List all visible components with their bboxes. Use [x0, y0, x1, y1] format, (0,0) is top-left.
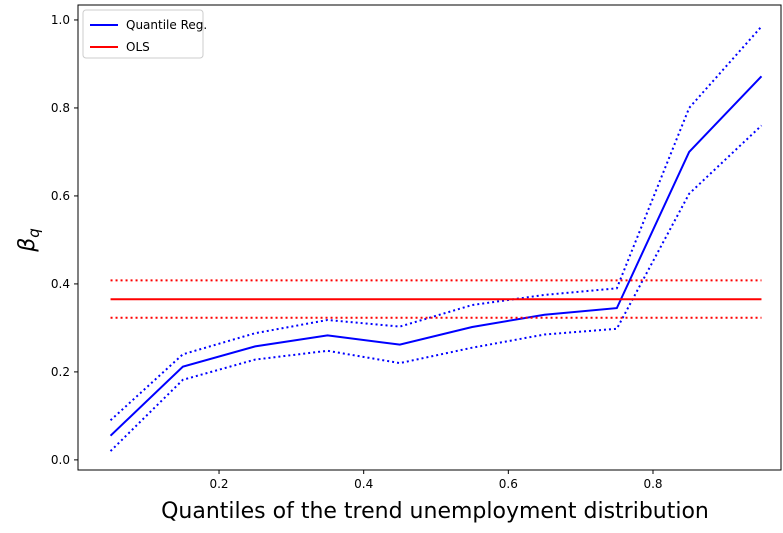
series-line [109, 75, 763, 437]
y-tick-label: 0.6 [51, 189, 70, 203]
x-tick-label: 0.4 [354, 477, 373, 491]
x-tick-label: 0.2 [209, 477, 228, 491]
y-tick-label: 0.4 [51, 277, 70, 291]
plot-frame [77, 4, 782, 471]
x-tick-label: 0.8 [643, 477, 662, 491]
y-axis-label: βq [15, 228, 43, 253]
y-axis-label-sub: q [25, 228, 43, 238]
band-line [109, 124, 763, 452]
y-axis-label-main: β [15, 238, 40, 253]
y-tick-label: 0.8 [51, 101, 70, 115]
legend-label: Quantile Reg. [126, 18, 207, 32]
y-tick-label: 0.2 [51, 365, 70, 379]
y-tick-label: 1.0 [51, 13, 70, 27]
x-tick-label: 0.6 [499, 477, 518, 491]
x-axis-label: Quantiles of the trend unemployment dist… [161, 499, 709, 524]
legend-label: OLS [126, 40, 150, 54]
band-line [109, 25, 763, 422]
y-tick-label: 0.0 [51, 453, 70, 467]
